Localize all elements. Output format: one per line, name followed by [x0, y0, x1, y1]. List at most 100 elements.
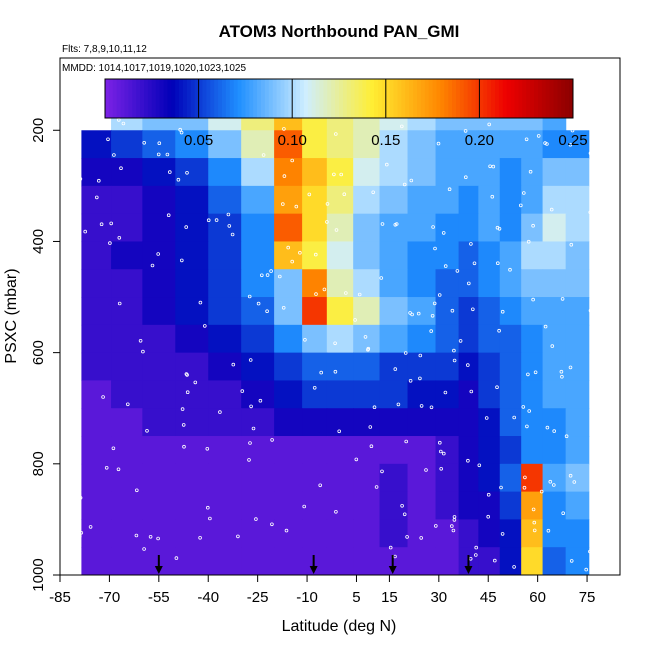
heatmap-cell	[542, 130, 567, 159]
colorbar-segment	[319, 79, 324, 118]
heatmap-cell	[241, 463, 275, 493]
heatmap-cell	[542, 463, 567, 493]
sample-marker	[474, 545, 479, 550]
colorbar-segment	[140, 79, 145, 118]
sample-marker	[484, 416, 489, 420]
sample-marker	[108, 241, 112, 245]
colorbar-segment	[444, 79, 449, 118]
sample-marker	[198, 300, 203, 305]
heatmap-cell	[435, 491, 460, 521]
y-tick-label: 1000	[30, 558, 47, 591]
heatmap-cell	[274, 491, 303, 521]
heatmap-cell	[565, 269, 590, 298]
heatmap-cell	[565, 324, 590, 354]
colorbar-segment	[545, 79, 551, 118]
heatmap-cell	[542, 436, 567, 465]
heatmap-cell	[208, 463, 242, 493]
heatmap-cell	[175, 547, 209, 575]
sample-marker	[312, 385, 317, 390]
colorbar-segment	[327, 79, 332, 118]
heatmap-cell	[175, 130, 209, 159]
heatmap-cell	[326, 547, 354, 575]
sample-marker	[486, 514, 491, 519]
heatmap-cell	[142, 519, 176, 548]
heatmap-cell	[326, 324, 354, 354]
colorbar-segment	[475, 79, 480, 118]
sample-marker	[126, 402, 130, 407]
heatmap-cell	[407, 213, 437, 243]
sample-marker	[106, 137, 110, 142]
heatmap-cell	[175, 241, 209, 270]
x-tick-label: -85	[49, 589, 71, 606]
heatmap-cell	[241, 297, 275, 326]
sample-marker	[180, 258, 184, 263]
heatmap-cell	[379, 158, 409, 187]
sample-marker	[447, 187, 452, 192]
heatmap-cell	[111, 241, 143, 270]
heatmap-cell	[353, 158, 381, 187]
heatmap-cell	[302, 185, 328, 215]
y-tick-label: 800	[30, 451, 47, 476]
colorbar-segment	[553, 79, 558, 118]
heatmap-cell	[208, 130, 242, 159]
heatmap-cell	[353, 408, 381, 437]
heatmap-cell	[499, 241, 522, 270]
heatmap-cell	[435, 463, 460, 493]
colorbar-segment	[257, 79, 262, 118]
heatmap-cell	[111, 380, 143, 409]
sample-marker	[569, 242, 574, 247]
sample-marker	[393, 367, 398, 371]
heatmap-cell	[458, 130, 479, 159]
sample-marker	[531, 223, 535, 228]
heatmap-cell	[379, 241, 409, 270]
heatmap-cell	[241, 491, 275, 521]
heatmap-cell	[208, 547, 242, 575]
heatmap-cell	[241, 436, 275, 465]
heatmap-cell	[458, 352, 479, 382]
heatmap-cell	[478, 519, 501, 548]
sample-marker	[281, 305, 286, 310]
heatmap-cell	[142, 352, 176, 382]
heatmap-cell	[499, 547, 522, 575]
heatmap-cell	[407, 241, 437, 270]
heatmap-cell	[302, 130, 328, 159]
sample-marker	[165, 152, 170, 157]
sample-marker	[248, 358, 253, 362]
colorbar-segment	[268, 79, 274, 118]
sample-marker	[185, 171, 189, 175]
heatmap-cell	[521, 519, 544, 548]
x-tick-label: -40	[197, 589, 219, 606]
heatmap-cell	[407, 491, 437, 521]
sample-marker	[550, 344, 555, 348]
heatmap-cell	[241, 158, 275, 187]
heatmap-cell	[435, 547, 460, 575]
sample-marker	[332, 172, 336, 177]
heatmap-cell	[274, 547, 303, 575]
colorbar-segment	[261, 79, 266, 118]
sample-marker	[400, 503, 404, 508]
colorbar-segment	[549, 79, 554, 118]
sample-marker	[433, 524, 438, 528]
sample-marker	[584, 567, 588, 572]
sample-marker	[379, 276, 384, 280]
sample-marker	[441, 231, 446, 235]
heatmap-cell	[142, 297, 176, 326]
heatmap-cell	[458, 491, 479, 521]
heatmap-cell	[542, 380, 567, 409]
heatmap-cell	[478, 547, 501, 575]
heatmap-cell	[478, 297, 501, 326]
heatmap-cell	[326, 519, 354, 548]
heatmap-cell	[353, 547, 381, 575]
colorbar-segment	[506, 79, 512, 118]
sample-marker	[512, 565, 516, 569]
sample-marker	[526, 372, 530, 377]
heatmap-cell	[208, 380, 242, 409]
chart-title: ATOM3 Northbound PAN_GMI	[219, 22, 460, 41]
heatmap-cell	[274, 213, 303, 243]
heatmap-cell	[175, 269, 209, 298]
x-tick-label: -10	[296, 589, 318, 606]
colorbar-segment	[342, 79, 348, 118]
colorbar-segment	[401, 79, 406, 118]
colorbar-segment	[409, 79, 414, 118]
